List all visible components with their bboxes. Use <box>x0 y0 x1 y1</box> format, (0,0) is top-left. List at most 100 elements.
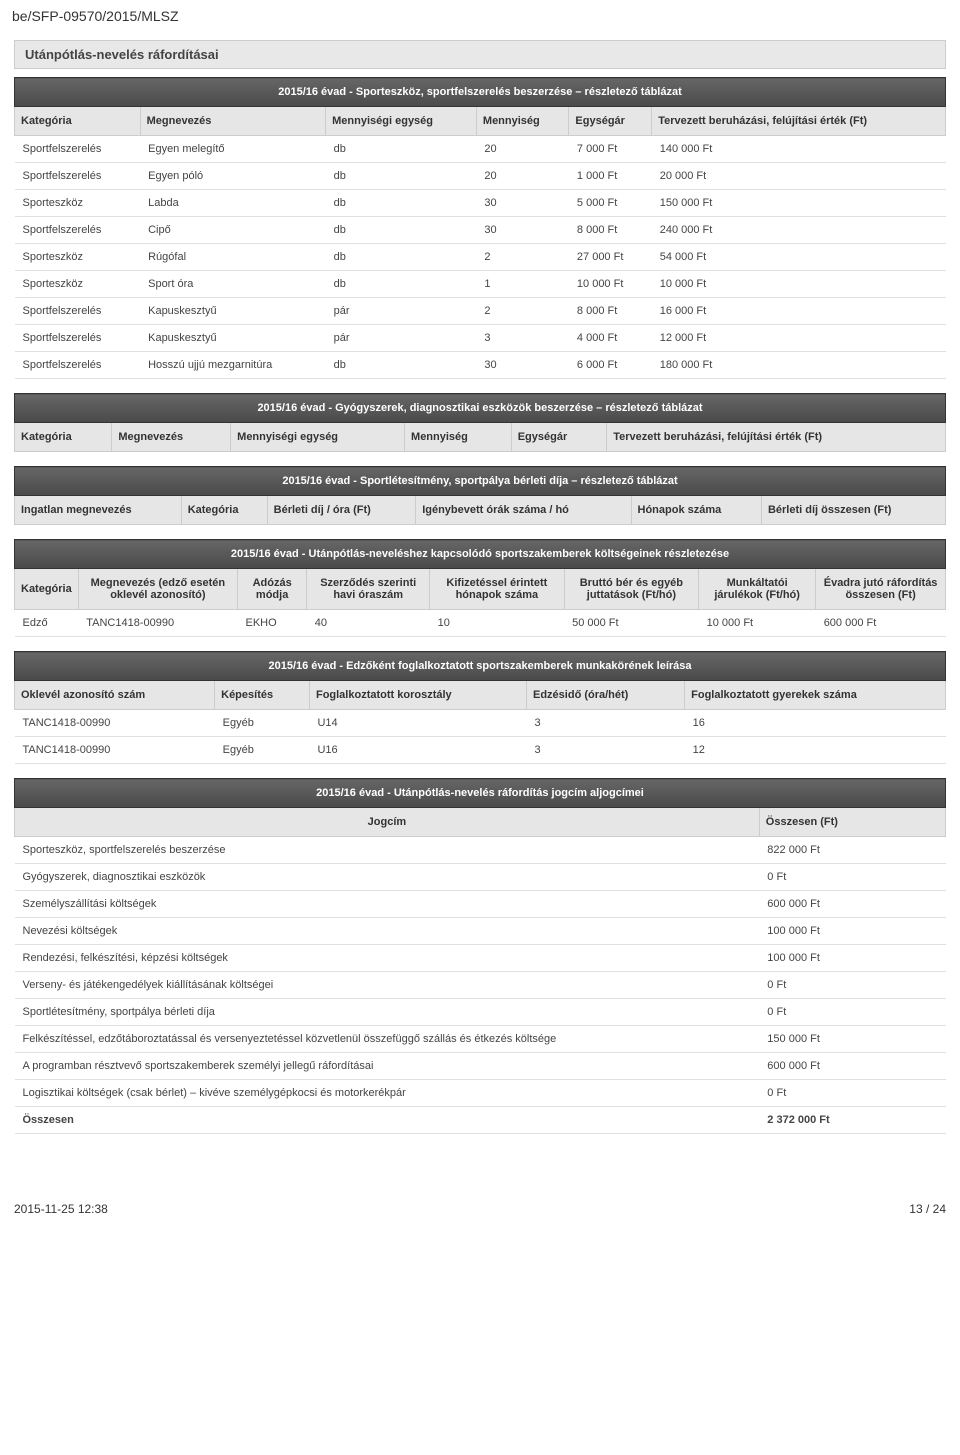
th-header: 2015/16 évad - Utánpótlás-nevelés ráford… <box>15 779 946 808</box>
table-cell: 3 <box>476 325 569 352</box>
footer: 2015-11-25 12:38 13 / 24 <box>0 1194 960 1224</box>
table-cell: 0 Ft <box>759 864 945 891</box>
col-header: Kategória <box>181 496 267 525</box>
table-cell: 240 000 Ft <box>652 217 946 244</box>
th-header: 2015/16 évad - Edzőként foglalkoztatott … <box>15 652 946 681</box>
table-cell: 3 <box>527 710 685 737</box>
col-header: Ingatlan megnevezés <box>15 496 182 525</box>
table-cell: 100 000 Ft <box>759 918 945 945</box>
table-row: Logisztikai költségek (csak bérlet) – ki… <box>15 1080 946 1107</box>
table-cell: 2 372 000 Ft <box>759 1107 945 1134</box>
table-cell: TANC1418-00990 <box>15 737 215 764</box>
col-header: Megnevezés (edző esetén oklevél azonosít… <box>78 569 237 610</box>
th-header: 2015/16 évad - Sportlétesítmény, sportpá… <box>15 467 946 496</box>
table-cell: db <box>326 190 477 217</box>
table-cell: Sportfelszerelés <box>15 136 141 163</box>
table-cell: db <box>326 163 477 190</box>
table-total-row: Összesen2 372 000 Ft <box>15 1107 946 1134</box>
col-header: Képesítés <box>215 681 310 710</box>
table-row: SportfelszerelésHosszú ujjú mezgarnitúra… <box>15 352 946 379</box>
col-header: Munkáltatói járulékok (Ft/hó) <box>699 569 816 610</box>
doc-id: be/SFP-09570/2015/MLSZ <box>0 0 960 40</box>
table-row: SporteszközLabdadb305 000 Ft150 000 Ft <box>15 190 946 217</box>
table-cell: Sportfelszerelés <box>15 325 141 352</box>
table-row: SportfelszerelésKapuskesztyűpár28 000 Ft… <box>15 298 946 325</box>
table-cell: Sporteszköz <box>15 271 141 298</box>
table-cell: 30 <box>476 352 569 379</box>
col-header: Kifizetéssel érintett hónapok száma <box>430 569 565 610</box>
col-header: Évadra jutó ráfordítás összesen (Ft) <box>816 569 946 610</box>
table-row: SportfelszerelésEgyen melegítődb207 000 … <box>15 136 946 163</box>
table-cell: U16 <box>309 737 526 764</box>
table-cell: Sportlétesítmény, sportpálya bérleti díj… <box>15 999 760 1026</box>
table-cell: 10 <box>430 610 565 637</box>
table-cell: db <box>326 244 477 271</box>
table-cell: 16 <box>685 710 946 737</box>
table-cell: Sport óra <box>140 271 326 298</box>
table-cell: 600 000 Ft <box>759 1053 945 1080</box>
table-cell: Felkészítéssel, edzőtáboroztatással és v… <box>15 1026 760 1053</box>
table-row: TANC1418-00990EgyébU16312 <box>15 737 946 764</box>
table-cell: 180 000 Ft <box>652 352 946 379</box>
col-header: Hónapok száma <box>631 496 761 525</box>
table-cell: 12 000 Ft <box>652 325 946 352</box>
table-row: SportfelszerelésEgyen pólódb201 000 Ft20… <box>15 163 946 190</box>
table-cell: Edző <box>15 610 79 637</box>
col-header: Mennyiség <box>405 423 512 452</box>
col-header: Bérleti díj / óra (Ft) <box>267 496 416 525</box>
table-row: A programban résztvevő sportszakemberek … <box>15 1053 946 1080</box>
col-header: Bérleti díj összesen (Ft) <box>761 496 945 525</box>
table-cell: Egyen melegítő <box>140 136 326 163</box>
table-cell: 30 <box>476 190 569 217</box>
table-cell: 2 <box>476 298 569 325</box>
table-cell: TANC1418-00990 <box>78 610 237 637</box>
table-cell: 27 000 Ft <box>569 244 652 271</box>
table-berlet: 2015/16 évad - Sportlétesítmény, sportpá… <box>14 466 946 525</box>
table-cell: Kapuskesztyű <box>140 298 326 325</box>
table-cell: db <box>326 136 477 163</box>
table-cell: 0 Ft <box>759 972 945 999</box>
table-cell: 12 <box>685 737 946 764</box>
col-header: Szerződés szerinti havi óraszám <box>307 569 430 610</box>
table-cell: 8 000 Ft <box>569 217 652 244</box>
table-cell: 600 000 Ft <box>816 610 946 637</box>
col-header: Kategória <box>15 569 79 610</box>
table-row: SportfelszerelésKapuskesztyűpár34 000 Ft… <box>15 325 946 352</box>
table-cell: 1 000 Ft <box>569 163 652 190</box>
table-cell: 150 000 Ft <box>652 190 946 217</box>
col-header: Kategória <box>15 423 112 452</box>
table-cell: 40 <box>307 610 430 637</box>
table-row: Sporteszköz, sportfelszerelés beszerzése… <box>15 837 946 864</box>
table-cell: 20 <box>476 136 569 163</box>
table-row: Verseny- és játékengedélyek kiállításána… <box>15 972 946 999</box>
col-header: Egységár <box>511 423 606 452</box>
table-cell: 100 000 Ft <box>759 945 945 972</box>
table-cell: Sporteszköz <box>15 244 141 271</box>
table-cell: 7 000 Ft <box>569 136 652 163</box>
table-cell: Sporteszköz, sportfelszerelés beszerzése <box>15 837 760 864</box>
col-header: Mennyiség <box>476 107 569 136</box>
col-header: Jogcím <box>15 808 760 837</box>
table-cell: 6 000 Ft <box>569 352 652 379</box>
table-row: Felkészítéssel, edzőtáboroztatással és v… <box>15 1026 946 1053</box>
col-header: Foglalkoztatott korosztály <box>309 681 526 710</box>
col-header: Adózás módja <box>237 569 306 610</box>
col-header: Igénybevett órák száma / hó <box>416 496 631 525</box>
col-header: Kategória <box>15 107 141 136</box>
table-cell: 2 <box>476 244 569 271</box>
table-cell: Sportfelszerelés <box>15 217 141 244</box>
table-row: Gyógyszerek, diagnosztikai eszközök0 Ft <box>15 864 946 891</box>
table-edzok: 2015/16 évad - Edzőként foglalkoztatott … <box>14 651 946 764</box>
table-cell: 30 <box>476 217 569 244</box>
table-cell: pár <box>326 298 477 325</box>
table-cell: 10 000 Ft <box>699 610 816 637</box>
col-header: Megnevezés <box>112 423 231 452</box>
table-cell: Sportfelszerelés <box>15 352 141 379</box>
th-header: 2015/16 évad - Gyógyszerek, diagnosztika… <box>15 394 946 423</box>
table-cell: U14 <box>309 710 526 737</box>
table-cell: pár <box>326 325 477 352</box>
table-cell: 16 000 Ft <box>652 298 946 325</box>
table-cell: Cipő <box>140 217 326 244</box>
table-cell: Verseny- és játékengedélyek kiállításána… <box>15 972 760 999</box>
col-header: Edzésidő (óra/hét) <box>527 681 685 710</box>
